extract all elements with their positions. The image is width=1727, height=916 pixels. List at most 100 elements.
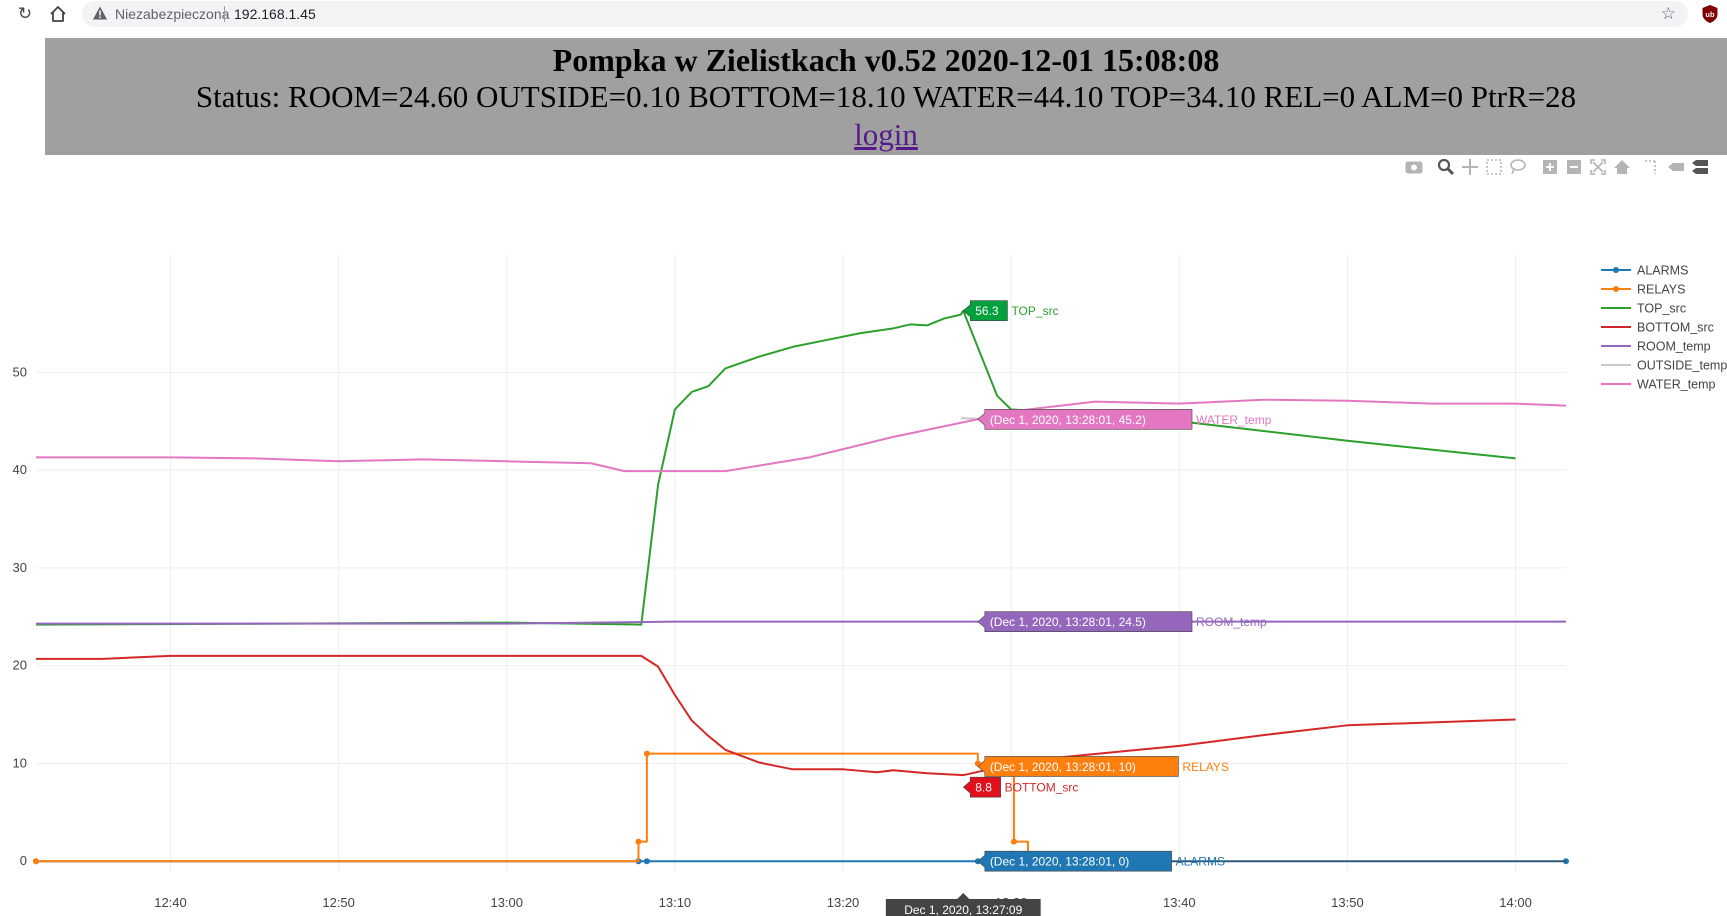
data-point-relays[interactable] <box>33 858 39 865</box>
star-icon[interactable]: ☆ <box>1660 4 1676 24</box>
x-tick-label: 13:40 <box>1163 895 1196 910</box>
x-tick-date-label: Dec 1, 2020 <box>135 913 205 916</box>
omnibox-divider <box>224 6 225 22</box>
y-tick-label: 20 <box>13 658 27 673</box>
legend-label: OUTSIDE_temp <box>1637 359 1727 373</box>
hover-series-name: ROOM_temp <box>1196 615 1267 629</box>
x-tick-label: 13:20 <box>827 895 860 910</box>
hover-series-name: WATER_temp <box>1196 413 1272 427</box>
lasso-select-icon[interactable] <box>1510 159 1526 175</box>
series-top-src[interactable] <box>35 309 1516 626</box>
security-label[interactable]: Niezabezpieczona <box>115 6 230 22</box>
hover-series-name: TOP_src <box>1011 304 1058 318</box>
legend-label: WATER_temp <box>1637 378 1716 392</box>
series[interactable] <box>33 309 1569 865</box>
hover-value: (Dec 1, 2020, 13:28:01, 0) <box>990 855 1129 869</box>
series-line-room-temp[interactable] <box>36 620 1566 625</box>
address-bar[interactable]: Niezabezpieczona 192.168.1.45 ☆ <box>82 1 1688 27</box>
hover-value: 8.8 <box>975 781 992 795</box>
browser-toolbar: ↻ Niezabezpieczona 192.168.1.45 ☆ ub <box>0 0 1727 28</box>
hover-labels: 56.3 TOP_src (Dec 1, 2020, 13:28:01, 45.2)… <box>885 300 1272 916</box>
series-relays[interactable] <box>33 750 1031 865</box>
series-line-water-temp[interactable] <box>36 398 1567 473</box>
pan-icon[interactable] <box>1462 159 1478 175</box>
series-water-temp[interactable] <box>36 398 1567 473</box>
x-tick-label: 13:00 <box>490 895 523 910</box>
camera-icon[interactable] <box>1405 161 1423 174</box>
hover-series-name: RELAYS <box>1182 760 1228 774</box>
x-tick-label: 14:00 <box>1499 895 1532 910</box>
series-bottom-src[interactable] <box>36 654 1516 777</box>
y-tick-label: 50 <box>13 364 27 379</box>
x-tick-label: 12:40 <box>154 895 187 910</box>
legend-label: RELAYS <box>1637 283 1685 297</box>
y-tick-label: 0 <box>20 853 27 868</box>
series-line-bottom-src[interactable] <box>36 654 1516 777</box>
data-point-relays[interactable] <box>635 838 642 845</box>
box-select-icon[interactable] <box>1486 159 1502 175</box>
legend-item-room-temp[interactable]: ROOM_temp <box>1601 340 1711 354</box>
hover-series-name: ALARMS <box>1176 855 1225 869</box>
hover-label-top-src: 56.3 TOP_src <box>962 300 1059 322</box>
hover-value: (Dec 1, 2020, 13:28:01, 24.5) <box>990 615 1146 629</box>
y-tick-label: 10 <box>13 755 27 770</box>
legend-marker <box>1613 286 1619 292</box>
data-point-relays[interactable] <box>643 750 650 757</box>
y-tick-label: 30 <box>13 560 27 575</box>
legend-label: ALARMS <box>1637 264 1688 278</box>
modebar <box>1405 158 1708 176</box>
grid <box>36 255 1566 871</box>
x-tick-label: 13:10 <box>659 895 692 910</box>
login-link[interactable]: login <box>854 117 918 152</box>
reset-axes-icon[interactable] <box>1614 160 1630 174</box>
legend-item-outside-temp[interactable]: OUTSIDE_temp <box>1601 359 1727 373</box>
hover-label-alarms: (Dec 1, 2020, 13:28:01, 0) ALARMS <box>977 850 1225 872</box>
zoom-out-icon[interactable] <box>1567 160 1581 174</box>
hover-value: (Dec 1, 2020, 13:28:01, 45.2) <box>990 413 1146 427</box>
temperature-chart[interactable]: 12:4012:5013:0013:1013:2013:3013:4013:50… <box>0 150 1727 916</box>
series-line-relays[interactable] <box>36 752 1029 863</box>
hover-compare-icon[interactable] <box>1692 160 1708 174</box>
url-text[interactable]: 192.168.1.45 <box>234 6 316 22</box>
x-tick-label: 13:50 <box>1331 895 1364 910</box>
x-tick-label: 12:50 <box>322 895 355 910</box>
hover-x-value: Dec 1, 2020, 13:27:09 <box>904 903 1022 916</box>
zoom-icon[interactable] <box>1437 158 1455 176</box>
zoom-in-icon[interactable] <box>1543 160 1557 174</box>
hover-series-name: BOTTOM_src <box>1005 781 1079 795</box>
hover-label-room-temp: (Dec 1, 2020, 13:28:01, 24.5) ROOM_temp <box>977 611 1267 632</box>
legend[interactable]: ALARMS RELAYS TOP_src BOTTOM_src ROOM_temp OU… <box>1601 264 1727 392</box>
svg-text:ub: ub <box>1705 10 1715 19</box>
legend-item-water-temp[interactable]: WATER_temp <box>1601 378 1716 392</box>
hover-value: (Dec 1, 2020, 13:28:01, 10) <box>990 760 1136 774</box>
data-point-relays[interactable] <box>1010 838 1017 845</box>
hover-value: 56.3 <box>975 304 999 318</box>
axes: 12:4012:5013:0013:1013:2013:3013:4013:50… <box>13 364 1532 916</box>
hover-closest-icon[interactable] <box>1668 163 1684 171</box>
page-title: Pompka w Zielistkach v0.52 2020-12-01 15… <box>552 42 1220 78</box>
series-room-temp[interactable] <box>36 620 1566 625</box>
data-point-alarms[interactable] <box>643 858 650 865</box>
y-tick-label: 40 <box>13 462 27 477</box>
autoscale-icon[interactable] <box>1590 159 1606 175</box>
hover-label-water-temp: (Dec 1, 2020, 13:28:01, 45.2) WATER_temp <box>977 408 1272 430</box>
ublock-icon[interactable]: ub <box>1701 4 1719 24</box>
legend-item-top-src[interactable]: TOP_src <box>1601 302 1686 316</box>
reload-icon[interactable]: ↻ <box>17 4 33 24</box>
spike-lines-icon[interactable] <box>1645 160 1656 174</box>
hover-x-label: Dec 1, 2020, 13:27:09 <box>885 893 1041 916</box>
warning-icon[interactable] <box>92 5 108 21</box>
series-line-top-src[interactable] <box>35 309 1516 626</box>
legend-item-bottom-src[interactable]: BOTTOM_src <box>1601 321 1714 335</box>
hover-label-bottom-src: 8.8 BOTTOM_src <box>962 776 1079 798</box>
hover-label-relays: (Dec 1, 2020, 13:28:01, 10) RELAYS <box>977 756 1229 777</box>
status-line: Status: ROOM=24.60 OUTSIDE=0.10 BOTTOM=1… <box>195 79 1577 114</box>
legend-label: BOTTOM_src <box>1637 321 1714 335</box>
legend-item-relays[interactable]: RELAYS <box>1601 283 1685 297</box>
page-header: Pompka w Zielistkach v0.52 2020-12-01 15… <box>45 38 1727 155</box>
login-link-wrapper: login <box>45 116 1727 154</box>
legend-marker <box>1613 267 1619 273</box>
legend-label: ROOM_temp <box>1637 340 1711 354</box>
legend-item-alarms[interactable]: ALARMS <box>1601 264 1688 278</box>
home-icon[interactable] <box>47 3 69 25</box>
